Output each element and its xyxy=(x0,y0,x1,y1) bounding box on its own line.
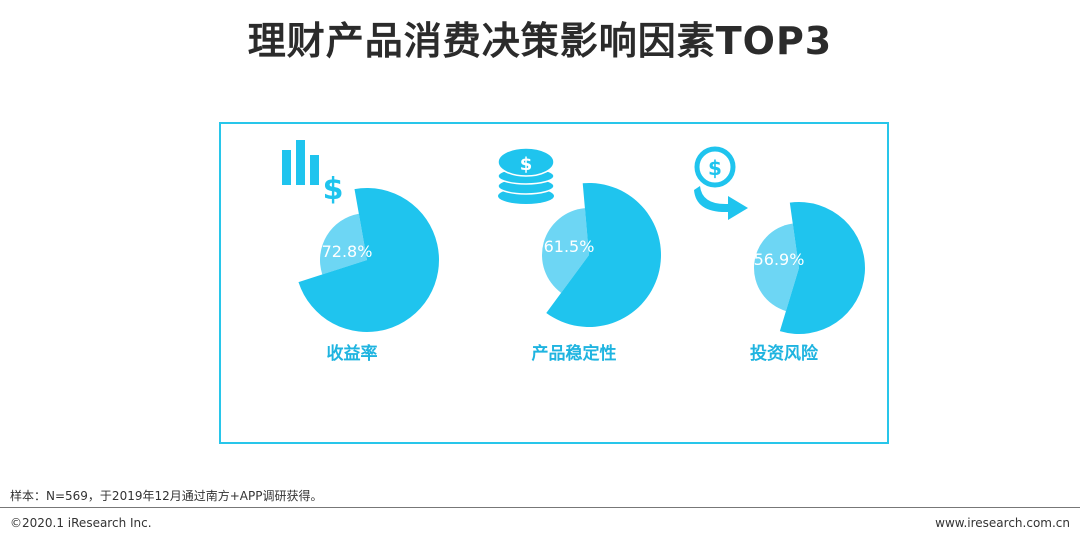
pie-slice-value xyxy=(546,182,661,327)
bar-chart-dollar-icon: $ xyxy=(282,140,343,207)
svg-text:$: $ xyxy=(323,172,344,207)
pie-slice-remainder xyxy=(542,208,589,293)
pie-value-label: 56.9% xyxy=(754,250,805,269)
pie-category-label: 投资风险 xyxy=(750,343,819,364)
chart-frame xyxy=(219,122,889,444)
svg-text:$: $ xyxy=(520,154,533,175)
copyright: ©2020.1 iResearch Inc. xyxy=(10,516,152,530)
coin-stack-icon: $ xyxy=(497,147,555,204)
footer-divider xyxy=(0,507,1080,508)
pie-slice-remainder xyxy=(754,223,799,312)
pie-value-label: 61.5% xyxy=(544,237,595,256)
pie-slice-value xyxy=(779,201,865,334)
dollar-arrow-icon: $ xyxy=(694,146,748,220)
pie-category-label: 产品稳定性 xyxy=(532,343,617,364)
page-title: 理财产品消费决策影响因素TOP3 xyxy=(247,19,833,63)
pie-value-label: 72.8% xyxy=(322,242,373,261)
pie-slice-remainder xyxy=(319,213,367,275)
footnote: 样本：N=569，于2019年12月通过南方+APP调研获得。 xyxy=(10,489,323,503)
svg-text:$: $ xyxy=(708,156,722,180)
website-link[interactable]: www.iresearch.com.cn xyxy=(935,516,1070,530)
pie-category-label: 收益率 xyxy=(327,343,378,364)
pie-slice-value xyxy=(298,187,439,332)
